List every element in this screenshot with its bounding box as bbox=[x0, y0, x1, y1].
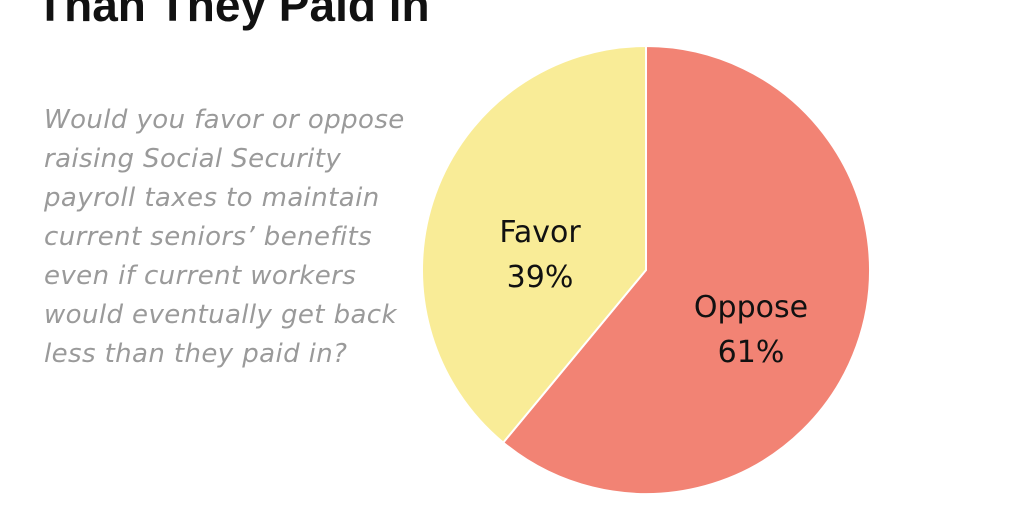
pie-slice-favor bbox=[421, 44, 647, 445]
survey-question: Would you favor or oppose raising Social… bbox=[44, 105, 405, 369]
slice-value-favor: 39% bbox=[507, 260, 574, 295]
pie-slice-oppose bbox=[501, 44, 871, 495]
slice-label-oppose: Oppose bbox=[694, 290, 808, 325]
slice-label-favor: Favor bbox=[499, 215, 581, 250]
slice-value-oppose: 61% bbox=[718, 335, 785, 370]
chart-title: Than They Paid in bbox=[36, 0, 430, 31]
